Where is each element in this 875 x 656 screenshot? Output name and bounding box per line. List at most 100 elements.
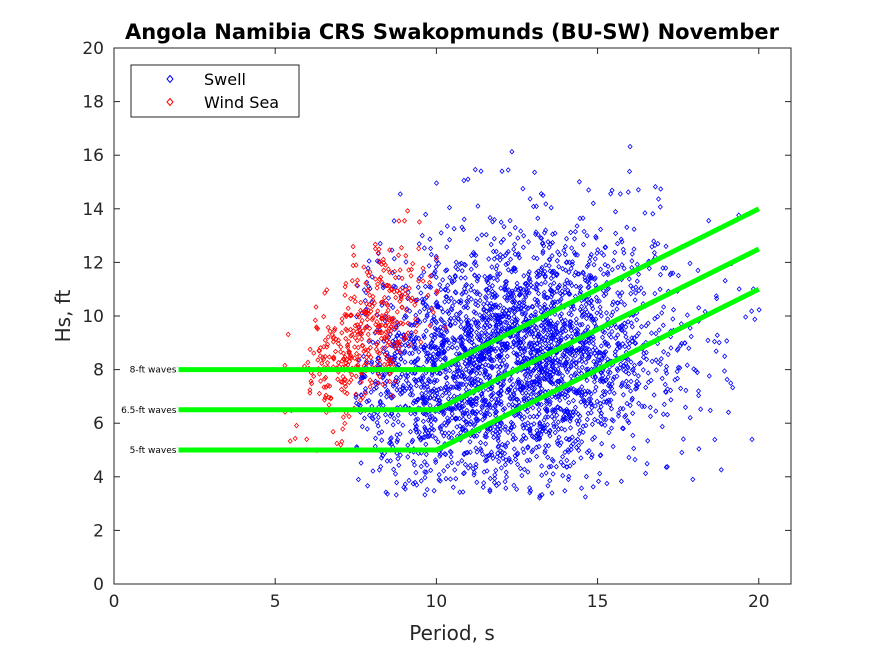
data-point (532, 309, 539, 315)
data-point (513, 456, 519, 463)
data-point (462, 410, 468, 417)
data-point (395, 332, 401, 339)
data-point (523, 371, 529, 377)
data-point (519, 309, 525, 315)
data-point (520, 446, 526, 452)
data-point (345, 344, 351, 351)
data-point (439, 350, 445, 356)
data-point (602, 339, 608, 345)
data-point (364, 398, 370, 405)
data-point (521, 286, 527, 293)
data-point (621, 265, 627, 272)
data-point (567, 413, 573, 419)
data-point (668, 270, 674, 277)
data-point (571, 459, 577, 466)
data-point (536, 366, 542, 372)
data-point (459, 268, 465, 274)
data-point (405, 340, 411, 347)
data-point (435, 327, 441, 333)
data-point (366, 412, 373, 419)
data-point (614, 366, 620, 372)
data-point (554, 320, 560, 326)
data-point (680, 436, 686, 442)
data-point (534, 286, 540, 292)
data-point (479, 398, 485, 404)
data-point (491, 216, 497, 223)
data-point (381, 260, 387, 266)
data-point (482, 401, 489, 408)
data-point (503, 485, 509, 491)
data-point (540, 192, 546, 199)
data-point (438, 230, 444, 236)
data-point (387, 458, 394, 464)
data-point (547, 332, 553, 339)
data-point (603, 377, 609, 383)
data-point (473, 310, 479, 316)
data-point (378, 455, 385, 461)
data-point (445, 308, 451, 315)
data-point (374, 419, 380, 426)
data-point (598, 410, 605, 417)
data-point (461, 450, 467, 457)
data-point (543, 201, 549, 207)
data-point (528, 282, 534, 289)
data-point (359, 342, 365, 349)
data-point (559, 292, 565, 298)
data-point (580, 423, 586, 429)
data-point (529, 346, 535, 352)
data-point (425, 433, 431, 440)
data-point (379, 322, 385, 328)
data-point (585, 388, 591, 395)
data-point (501, 325, 507, 332)
data-point (549, 239, 556, 246)
data-point (515, 450, 521, 456)
data-point (471, 422, 477, 429)
data-point (422, 317, 428, 324)
data-point (432, 325, 438, 332)
data-point (572, 372, 578, 378)
data-point (503, 261, 509, 268)
data-point (459, 336, 465, 342)
data-point (490, 455, 496, 461)
data-point (549, 268, 556, 275)
data-point (597, 376, 604, 383)
data-point (502, 294, 508, 301)
data-point (474, 479, 480, 486)
data-point (504, 295, 510, 301)
data-point (604, 398, 610, 404)
data-point (517, 386, 523, 392)
data-point (355, 357, 361, 363)
data-point (433, 319, 440, 326)
data-point (446, 340, 452, 346)
data-point (499, 326, 505, 332)
data-point (483, 434, 490, 440)
data-point (594, 310, 600, 316)
data-point (405, 454, 411, 460)
data-point (561, 247, 567, 254)
data-point (377, 276, 383, 283)
data-point (573, 444, 580, 451)
data-point (626, 276, 632, 282)
data-point (605, 263, 611, 270)
data-point (608, 425, 615, 431)
data-point (463, 281, 470, 288)
data-point (350, 243, 356, 250)
data-point (376, 357, 383, 364)
data-point (325, 334, 331, 340)
data-point (459, 291, 465, 297)
data-point (567, 291, 573, 297)
data-point (453, 416, 459, 422)
data-point (365, 307, 371, 314)
data-point (575, 436, 581, 443)
data-point (593, 361, 599, 367)
data-point (563, 335, 569, 341)
data-point (423, 451, 429, 458)
data-point (474, 290, 480, 297)
data-point (626, 454, 632, 461)
data-point (529, 379, 535, 385)
data-point (489, 363, 495, 370)
data-point (353, 392, 359, 398)
data-point (721, 368, 728, 374)
threshold-line (178, 206, 760, 373)
data-point (516, 338, 522, 344)
